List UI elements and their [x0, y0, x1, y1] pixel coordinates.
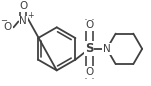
Text: O: O	[85, 67, 93, 77]
Text: O: O	[85, 20, 93, 30]
Text: N: N	[19, 17, 27, 26]
Text: S: S	[85, 42, 93, 55]
Text: O: O	[19, 1, 27, 11]
Text: −: −	[0, 16, 7, 25]
Text: O: O	[3, 22, 12, 32]
Text: N: N	[103, 44, 111, 54]
Text: +: +	[27, 11, 34, 20]
